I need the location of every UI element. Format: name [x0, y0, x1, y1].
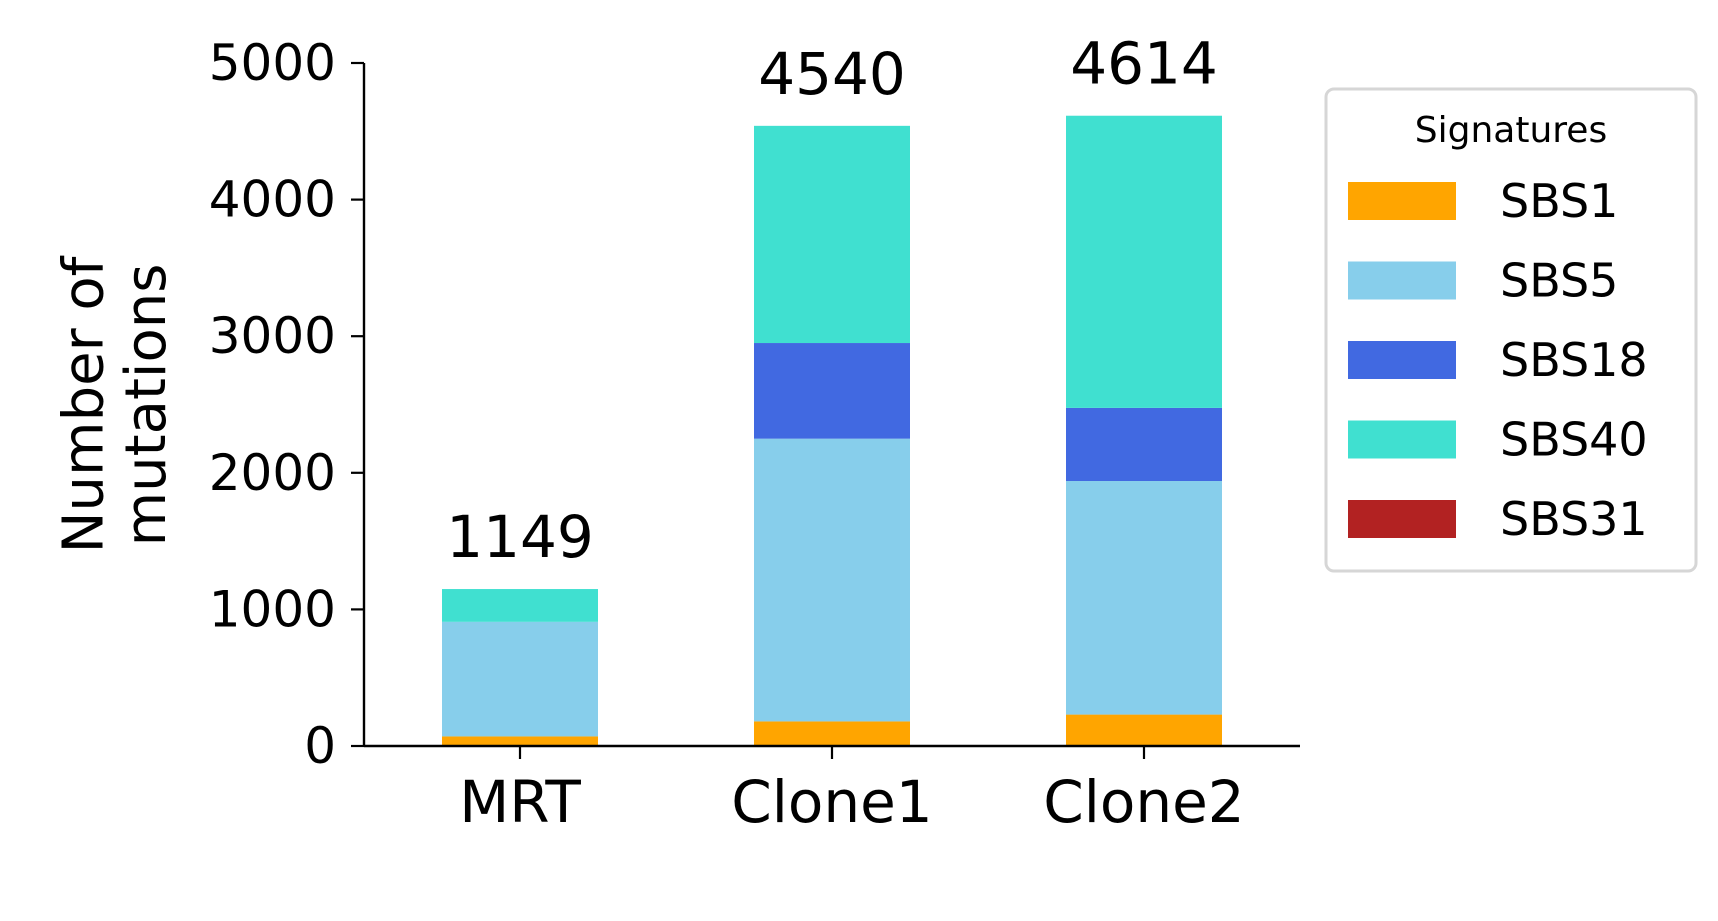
- bar-segment-sbs1-clone2: [1066, 714, 1222, 746]
- y-tick-label: 3000: [209, 307, 336, 365]
- y-axis-ticks: 0 1000 2000 3000 4000 5000: [209, 34, 364, 775]
- bar-segment-sbs5-mrt: [442, 621, 598, 737]
- bar-segment-sbs40-mrt: [442, 589, 598, 622]
- y-tick-label: 1000: [209, 580, 336, 638]
- bar-segment-sbs18-clone1: [754, 343, 910, 439]
- legend-swatch-sbs40: [1348, 420, 1456, 459]
- axes: [362, 63, 1300, 748]
- legend: Signatures SBS1 SBS5 SBS18 SBS40 SBS31: [1324, 87, 1698, 573]
- bar-segment-sbs40-clone1: [754, 125, 910, 344]
- legend-label-sbs1: SBS1: [1500, 174, 1618, 228]
- bar-segment-sbs18-clone2: [1066, 407, 1222, 481]
- legend-label-sbs31: SBS31: [1500, 492, 1648, 546]
- legend-label-sbs18: SBS18: [1500, 333, 1648, 387]
- y-tick-label: 4000: [209, 171, 336, 229]
- y-axis-label: Number ofmutations: [51, 255, 179, 553]
- bar-segment-sbs5-clone1: [754, 438, 910, 722]
- bars: [442, 115, 1222, 746]
- legend-label-sbs40: SBS40: [1500, 413, 1648, 467]
- bar-segment-sbs1-clone1: [754, 721, 910, 746]
- y-tick-label: 5000: [209, 34, 336, 92]
- legend-swatch-sbs18: [1348, 341, 1456, 379]
- bar-total-label: 1149: [446, 503, 594, 571]
- x-tick-label: MRT: [459, 768, 581, 836]
- bar-segment-sbs5-clone2: [1066, 480, 1222, 715]
- legend-swatch-sbs1: [1348, 182, 1456, 220]
- bar-segment-sbs40-clone2: [1066, 115, 1222, 408]
- x-axis-ticks: MRT Clone1 Clone2: [459, 746, 1245, 836]
- x-tick-label: Clone2: [1043, 768, 1244, 836]
- bar-total-label: 4540: [758, 40, 906, 108]
- x-tick-label: Clone1: [731, 768, 932, 836]
- legend-label-sbs5: SBS5: [1500, 254, 1618, 308]
- y-tick-label: 0: [304, 717, 336, 775]
- legend-swatch-sbs5: [1348, 261, 1456, 300]
- bar-total-label: 4614: [1070, 30, 1218, 98]
- bar-segment-sbs1-mrt: [442, 736, 598, 746]
- y-axis-label-text: Number ofmutations: [51, 255, 179, 553]
- y-axis-label-line: mutations: [114, 264, 179, 547]
- legend-swatch-sbs31: [1348, 500, 1456, 538]
- legend-title: Signatures: [1415, 110, 1607, 151]
- y-axis-label-line: Number of: [51, 255, 116, 553]
- y-tick-label: 2000: [209, 444, 336, 502]
- bar-total-labels: 1149 4540 4614: [446, 30, 1218, 571]
